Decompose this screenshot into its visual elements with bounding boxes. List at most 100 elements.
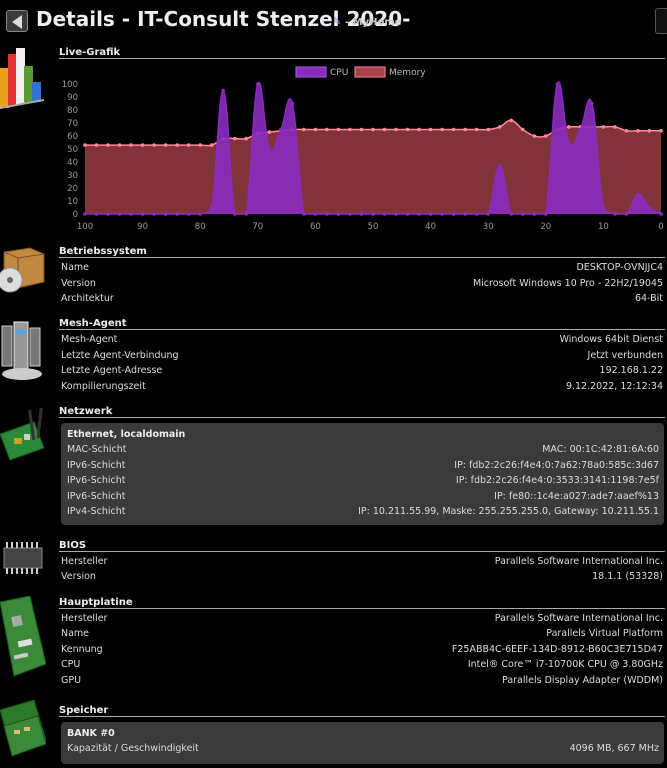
data-point-cpu <box>474 212 479 216</box>
row-label: Letzte Agent-Adresse <box>61 365 163 376</box>
data-point-cpu <box>624 212 629 216</box>
data-point-cpu <box>405 212 410 216</box>
server-cluster-icon <box>1 321 42 380</box>
section-divider <box>59 417 665 418</box>
row-value: 192.168.1.22 <box>599 365 663 376</box>
data-point-memory <box>567 125 571 129</box>
legend-memory-label: Memory <box>389 68 426 78</box>
info-row: Letzte Agent-Verbindung Jetzt verbunden <box>59 350 665 365</box>
software-box-icon <box>0 247 45 293</box>
data-point-memory <box>325 127 329 132</box>
device-group-link[interactable]: - MyHome <box>345 17 402 28</box>
data-point-cpu <box>590 101 594 106</box>
row-value: DESKTOP-OVNJJC4 <box>576 262 663 273</box>
row-value: IP: fdb2:2c26:f4e4:0:7a62:78a0:585c:3d67 <box>454 460 659 471</box>
info-row: Architektur 64-Bit <box>59 293 665 308</box>
x-tick-label: 40 <box>425 222 436 232</box>
bank-title: BANK #0 <box>67 728 115 739</box>
x-tick-label: 0 <box>658 222 663 232</box>
row-value: Parallels Display Adapter (WDDM) <box>502 675 663 686</box>
y-tick-label: 50 <box>67 145 78 155</box>
data-point-memory <box>659 129 663 133</box>
memory-chip-icon <box>3 542 43 574</box>
data-point-memory <box>83 143 87 147</box>
data-point-memory <box>451 127 456 132</box>
section-divider <box>59 608 665 609</box>
data-point-memory <box>509 118 514 123</box>
info-row: CPU Intel® Core™ i7-10700K CPU @ 3.80GHz <box>59 659 665 674</box>
chart-legend: CPU Memory <box>295 66 426 78</box>
y-tick-label: 70 <box>67 119 78 129</box>
row-value: MAC: 00:1C:42:81:6A:60 <box>542 444 659 455</box>
data-point-memory <box>647 129 652 133</box>
row-label: Hersteller <box>61 613 108 624</box>
data-point-memory <box>244 136 249 141</box>
x-tick-label: 30 <box>483 222 494 232</box>
data-point-cpu <box>152 212 156 216</box>
section-divider <box>59 716 665 717</box>
data-point-cpu <box>451 212 456 216</box>
back-arrow-icon[interactable] <box>6 10 28 32</box>
info-row: Hersteller Parallels Software Internation… <box>59 556 665 571</box>
data-point-memory <box>428 127 433 132</box>
side-panel-handle[interactable] <box>655 8 667 34</box>
data-point-cpu <box>544 212 548 216</box>
edit-pencil-icon[interactable]: ✎ <box>333 17 342 28</box>
data-point-cpu <box>198 212 202 216</box>
y-tick-label: 20 <box>67 184 78 194</box>
data-point-memory <box>636 129 640 133</box>
y-tick-label: 0 <box>73 210 78 220</box>
data-point-cpu <box>209 205 214 210</box>
row-value: 18.1.1 (53328) <box>592 571 663 582</box>
data-point-cpu <box>636 192 640 197</box>
data-point-cpu <box>659 212 663 216</box>
data-point-cpu <box>267 147 272 151</box>
data-point-memory <box>163 143 168 147</box>
data-point-memory <box>152 143 156 147</box>
data-point-cpu <box>290 101 295 106</box>
data-point-cpu <box>567 140 571 145</box>
data-point-cpu <box>417 212 421 216</box>
data-point-cpu <box>94 212 99 216</box>
data-point-cpu <box>117 212 122 216</box>
data-point-cpu <box>279 127 283 132</box>
row-value: Jetzt verbunden <box>587 350 663 361</box>
row-label: Kennung <box>61 644 103 655</box>
x-tick-label: 60 <box>310 222 321 232</box>
y-tick-label: 40 <box>67 158 78 168</box>
info-row: Kennung F25ABB4C-6EEF-134D-8912-B60C3E715… <box>59 644 665 659</box>
x-tick-label: 80 <box>195 222 206 232</box>
data-point-memory <box>601 125 606 129</box>
data-point-cpu <box>140 212 145 216</box>
y-tick-label: 10 <box>67 197 78 207</box>
row-label: MAC-Schicht <box>67 444 127 455</box>
data-point-cpu <box>532 212 537 216</box>
data-point-cpu <box>520 212 525 216</box>
info-row: GPU Parallels Display Adapter (WDDM) <box>59 675 665 690</box>
row-value: 64-Bit <box>634 293 663 304</box>
memory-section-title: Speicher <box>59 705 109 716</box>
network-card-icon <box>0 407 45 461</box>
row-label: Kapazität / Geschwindigkeit <box>67 743 199 754</box>
y-tick-label: 90 <box>67 93 78 103</box>
row-label: Architektur <box>61 293 114 304</box>
row-label: Name <box>61 262 90 273</box>
y-tick-label: 80 <box>67 106 78 116</box>
data-point-cpu <box>175 212 179 216</box>
data-point-cpu <box>382 212 387 216</box>
motherboard-icon <box>0 596 46 677</box>
row-label: IPv4-Schicht <box>67 506 126 517</box>
data-point-cpu <box>313 212 318 216</box>
data-point-memory <box>624 129 629 133</box>
data-point-memory <box>94 143 99 147</box>
row-value: Parallels Software International Inc. <box>494 613 663 624</box>
data-point-cpu <box>163 212 168 216</box>
data-point-cpu <box>348 212 352 216</box>
row-value: Parallels Software International Inc. <box>494 556 663 567</box>
row-label: Version <box>61 278 96 289</box>
legend-cpu-swatch <box>295 66 327 78</box>
network-adapter-card: Ethernet, localdomain MAC-Schicht MAC: 00… <box>61 423 664 525</box>
row-label: Name <box>61 628 90 639</box>
row-value: IP: fe80::1c4e:a027:ade7:aaef%13 <box>494 491 659 502</box>
data-point-memory <box>440 127 444 132</box>
